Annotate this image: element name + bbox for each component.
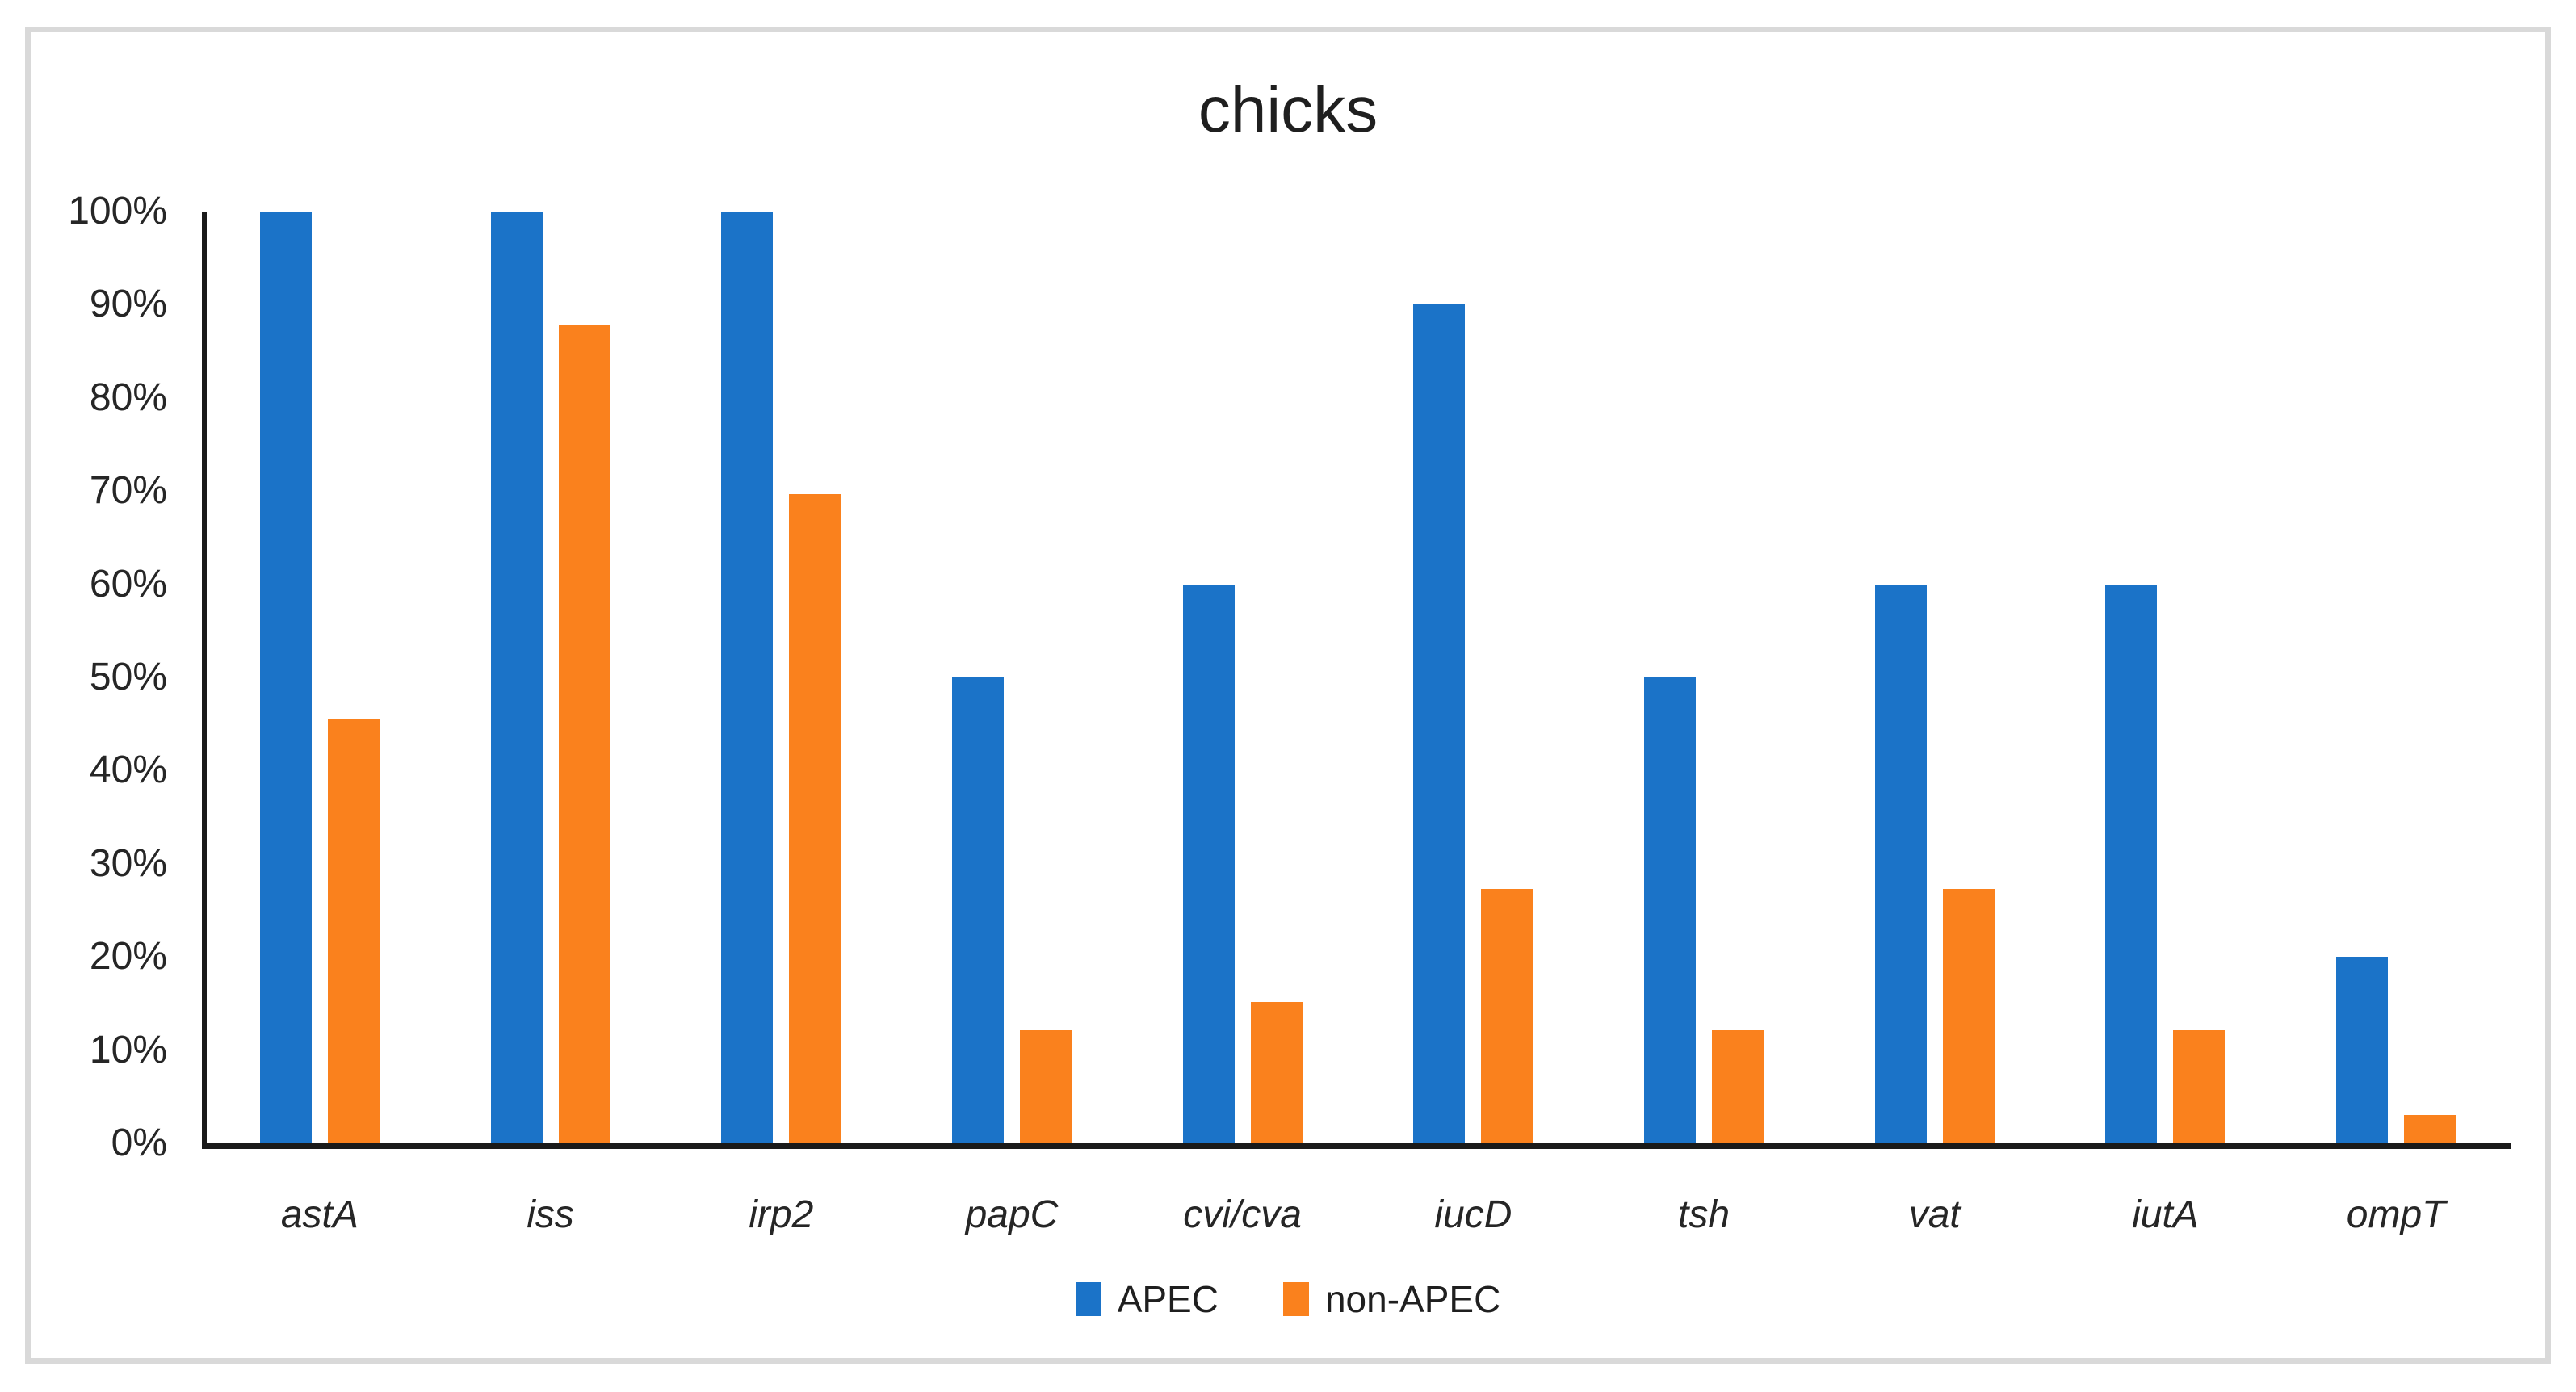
x-axis-label-iss: iss	[527, 1193, 574, 1236]
bar-apec-tsh	[1644, 677, 1697, 1143]
legend-item-apec: APEC	[1075, 1278, 1219, 1320]
bar-apec-vat	[1874, 584, 1927, 1143]
x-axis-label-ompt: ompT	[2346, 1193, 2446, 1236]
y-tick-label-0: 0%	[111, 1122, 167, 1164]
x-axis-label-vat: vat	[1908, 1193, 1961, 1236]
x-axis-label-cvi-cva: cvi/cva	[1183, 1193, 1302, 1236]
y-tick-label-50: 50%	[89, 656, 167, 698]
y-tick-label-90: 90%	[89, 283, 167, 326]
legend-label-non-apec: non-APEC	[1324, 1278, 1501, 1320]
bar-apec-cvi-cva	[1182, 584, 1235, 1143]
y-tick-label-10: 10%	[89, 1028, 167, 1071]
bar-apec-asta	[259, 212, 312, 1143]
y-tick-label-60: 60%	[89, 562, 167, 606]
legend-label-apec: APEC	[1117, 1278, 1219, 1320]
chart-legend: APEC non-APEC	[0, 1273, 2576, 1325]
y-axis-line	[202, 212, 207, 1149]
bar-non-apec-asta	[327, 719, 380, 1143]
y-tick-label-70: 70%	[89, 469, 167, 513]
bar-apec-irp2	[721, 212, 774, 1143]
x-axis-line	[202, 1143, 2511, 1149]
y-tick-label-30: 30%	[89, 841, 167, 885]
legend-item-non-apec: non-APEC	[1282, 1278, 1501, 1320]
x-axis-label-tsh: tsh	[1678, 1193, 1731, 1236]
y-tick-label-80: 80%	[89, 375, 167, 419]
y-tick-label-20: 20%	[89, 935, 167, 979]
bar-apec-ompt	[2336, 957, 2389, 1143]
y-tick-label-100: 100%	[68, 190, 167, 233]
x-axis-label-iuta: iutA	[2132, 1193, 2199, 1236]
bar-non-apec-iucd	[1481, 888, 1533, 1143]
bar-non-apec-ompt	[2404, 1115, 2456, 1143]
bar-apec-papc	[951, 677, 1004, 1143]
x-axis-label-iucd: iucD	[1434, 1193, 1512, 1236]
bar-non-apec-cvi-cva	[1250, 1001, 1303, 1143]
bar-non-apec-tsh	[1712, 1030, 1764, 1143]
legend-swatch-non-apec	[1282, 1282, 1309, 1316]
x-axis-label-papc: papC	[965, 1193, 1059, 1236]
bar-non-apec-iuta	[2173, 1030, 2226, 1143]
bar-non-apec-irp2	[789, 493, 841, 1143]
y-tick-label-40: 40%	[89, 748, 167, 792]
bar-apec-iss	[490, 212, 543, 1143]
bar-apec-iuta	[2105, 584, 2158, 1143]
bar-apec-iucd	[1413, 304, 1466, 1143]
bar-non-apec-vat	[1942, 888, 1995, 1143]
x-axis-label-irp2: irp2	[749, 1193, 814, 1236]
legend-swatch-apec	[1075, 1282, 1101, 1316]
bar-non-apec-papc	[1019, 1030, 1072, 1143]
x-axis-label-asta: astA	[280, 1193, 359, 1236]
bar-non-apec-iss	[558, 324, 610, 1143]
chart-title: chicks	[1198, 73, 1378, 145]
